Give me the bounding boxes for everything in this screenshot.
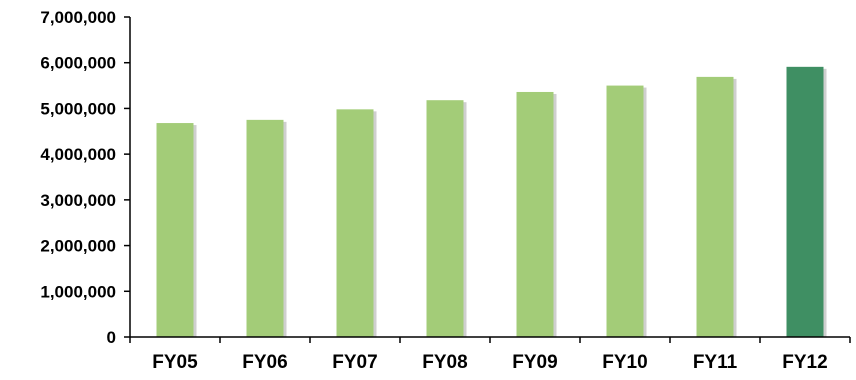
bar-fy06 bbox=[246, 119, 284, 337]
axis-layer bbox=[124, 16, 851, 343]
bar-fy08 bbox=[426, 100, 464, 337]
x-tick-label-fy06: FY06 bbox=[242, 352, 287, 373]
y-tick-label: 2,000,000 bbox=[40, 237, 116, 256]
bar-fy11 bbox=[696, 76, 734, 337]
y-tick-label: 4,000,000 bbox=[40, 145, 116, 164]
y-tick-label: 5,000,000 bbox=[40, 99, 116, 118]
x-tick-label-fy08: FY08 bbox=[422, 352, 467, 373]
y-tick-label: 0 bbox=[107, 328, 116, 347]
y-tick-label: 1,000,000 bbox=[40, 282, 116, 301]
bar-fy12 bbox=[786, 66, 824, 337]
x-tick-label-fy12: FY12 bbox=[782, 352, 827, 373]
y-tick-label: 7,000,000 bbox=[40, 8, 116, 27]
bar-fy07 bbox=[336, 109, 374, 337]
y-tick-label: 3,000,000 bbox=[40, 191, 116, 210]
bar-fy09 bbox=[516, 91, 554, 337]
x-tick-label-fy09: FY09 bbox=[512, 352, 557, 373]
x-tick-label-fy11: FY11 bbox=[693, 352, 738, 373]
x-tick-labels: FY05 FY06 FY07 FY08 FY09 FY10 FY11 FY12 bbox=[152, 352, 827, 373]
bar-fy10 bbox=[606, 85, 644, 337]
x-tick-label-fy05: FY05 bbox=[152, 352, 198, 373]
x-tick-label-fy10: FY10 bbox=[602, 352, 647, 373]
y-tick-label: 6,000,000 bbox=[40, 54, 116, 73]
x-tick-label-fy07: FY07 bbox=[332, 352, 377, 373]
bar-fy05 bbox=[156, 123, 194, 337]
bars-layer bbox=[156, 66, 827, 337]
y-tick-labels: 0 1,000,000 2,000,000 3,000,000 4,000,000 5,0… bbox=[40, 8, 116, 347]
